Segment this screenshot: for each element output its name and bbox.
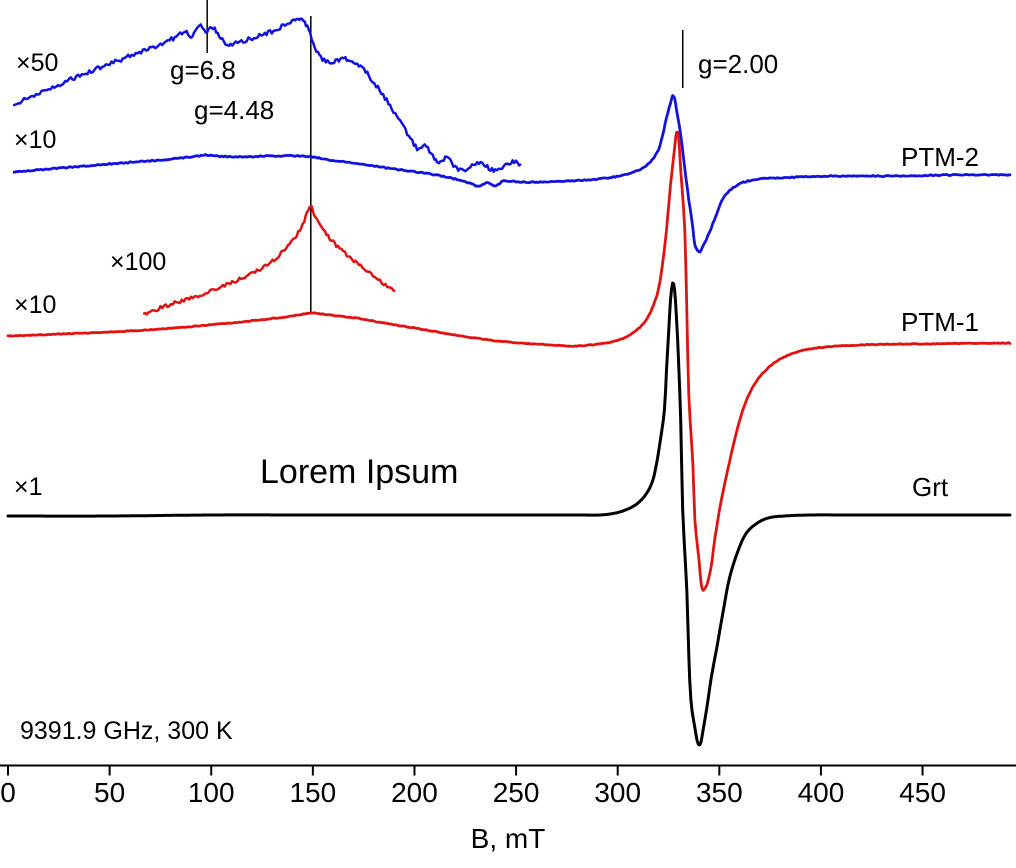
multiplier-label-x100-red: ×100 [110,248,167,276]
x-tick-label: 400 [798,777,845,808]
x-axis-label: B, mT [470,823,546,854]
curve-label-ptm2: PTM-2 [901,142,979,172]
watermark-text: Lorem Ipsum [260,453,459,491]
curve-label-grt: Grt [912,472,949,502]
multiplier-label-x10-blue: ×10 [14,126,57,154]
x-tick-label: 100 [188,777,235,808]
multiplier-label-x1-black: ×1 [14,473,43,501]
spectrum-ptm1-x10 [6,130,1012,592]
g-value-label-2-00: g=2.00 [698,49,779,79]
multiplier-label-x50-blue: ×50 [16,49,59,77]
x-tick-label: 50 [94,777,125,808]
spectrum-ptm2-x50 [12,17,522,173]
x-tick-label: 450 [899,777,946,808]
g-value-label-6-8: g=6.8 [170,55,236,85]
conditions-label: 9391.9 GHz, 300 K [20,717,233,745]
g-value-label-4-48: g=4.48 [194,95,275,125]
x-tick-label: 250 [493,777,540,808]
x-tick-label: 300 [594,777,641,808]
x-tick-label: 150 [289,777,336,808]
spectrum-grt-x1 [6,281,1012,747]
curve-label-ptm1: PTM-1 [901,307,979,337]
x-tick-label: 350 [696,777,743,808]
x-tick-label: 200 [391,777,438,808]
spectrum-ptm2-x10 [12,94,1012,254]
multiplier-label-x10-red: ×10 [14,291,57,319]
spectrum-ptm1-x100 [142,204,396,316]
x-tick-label: 0 [0,777,16,808]
